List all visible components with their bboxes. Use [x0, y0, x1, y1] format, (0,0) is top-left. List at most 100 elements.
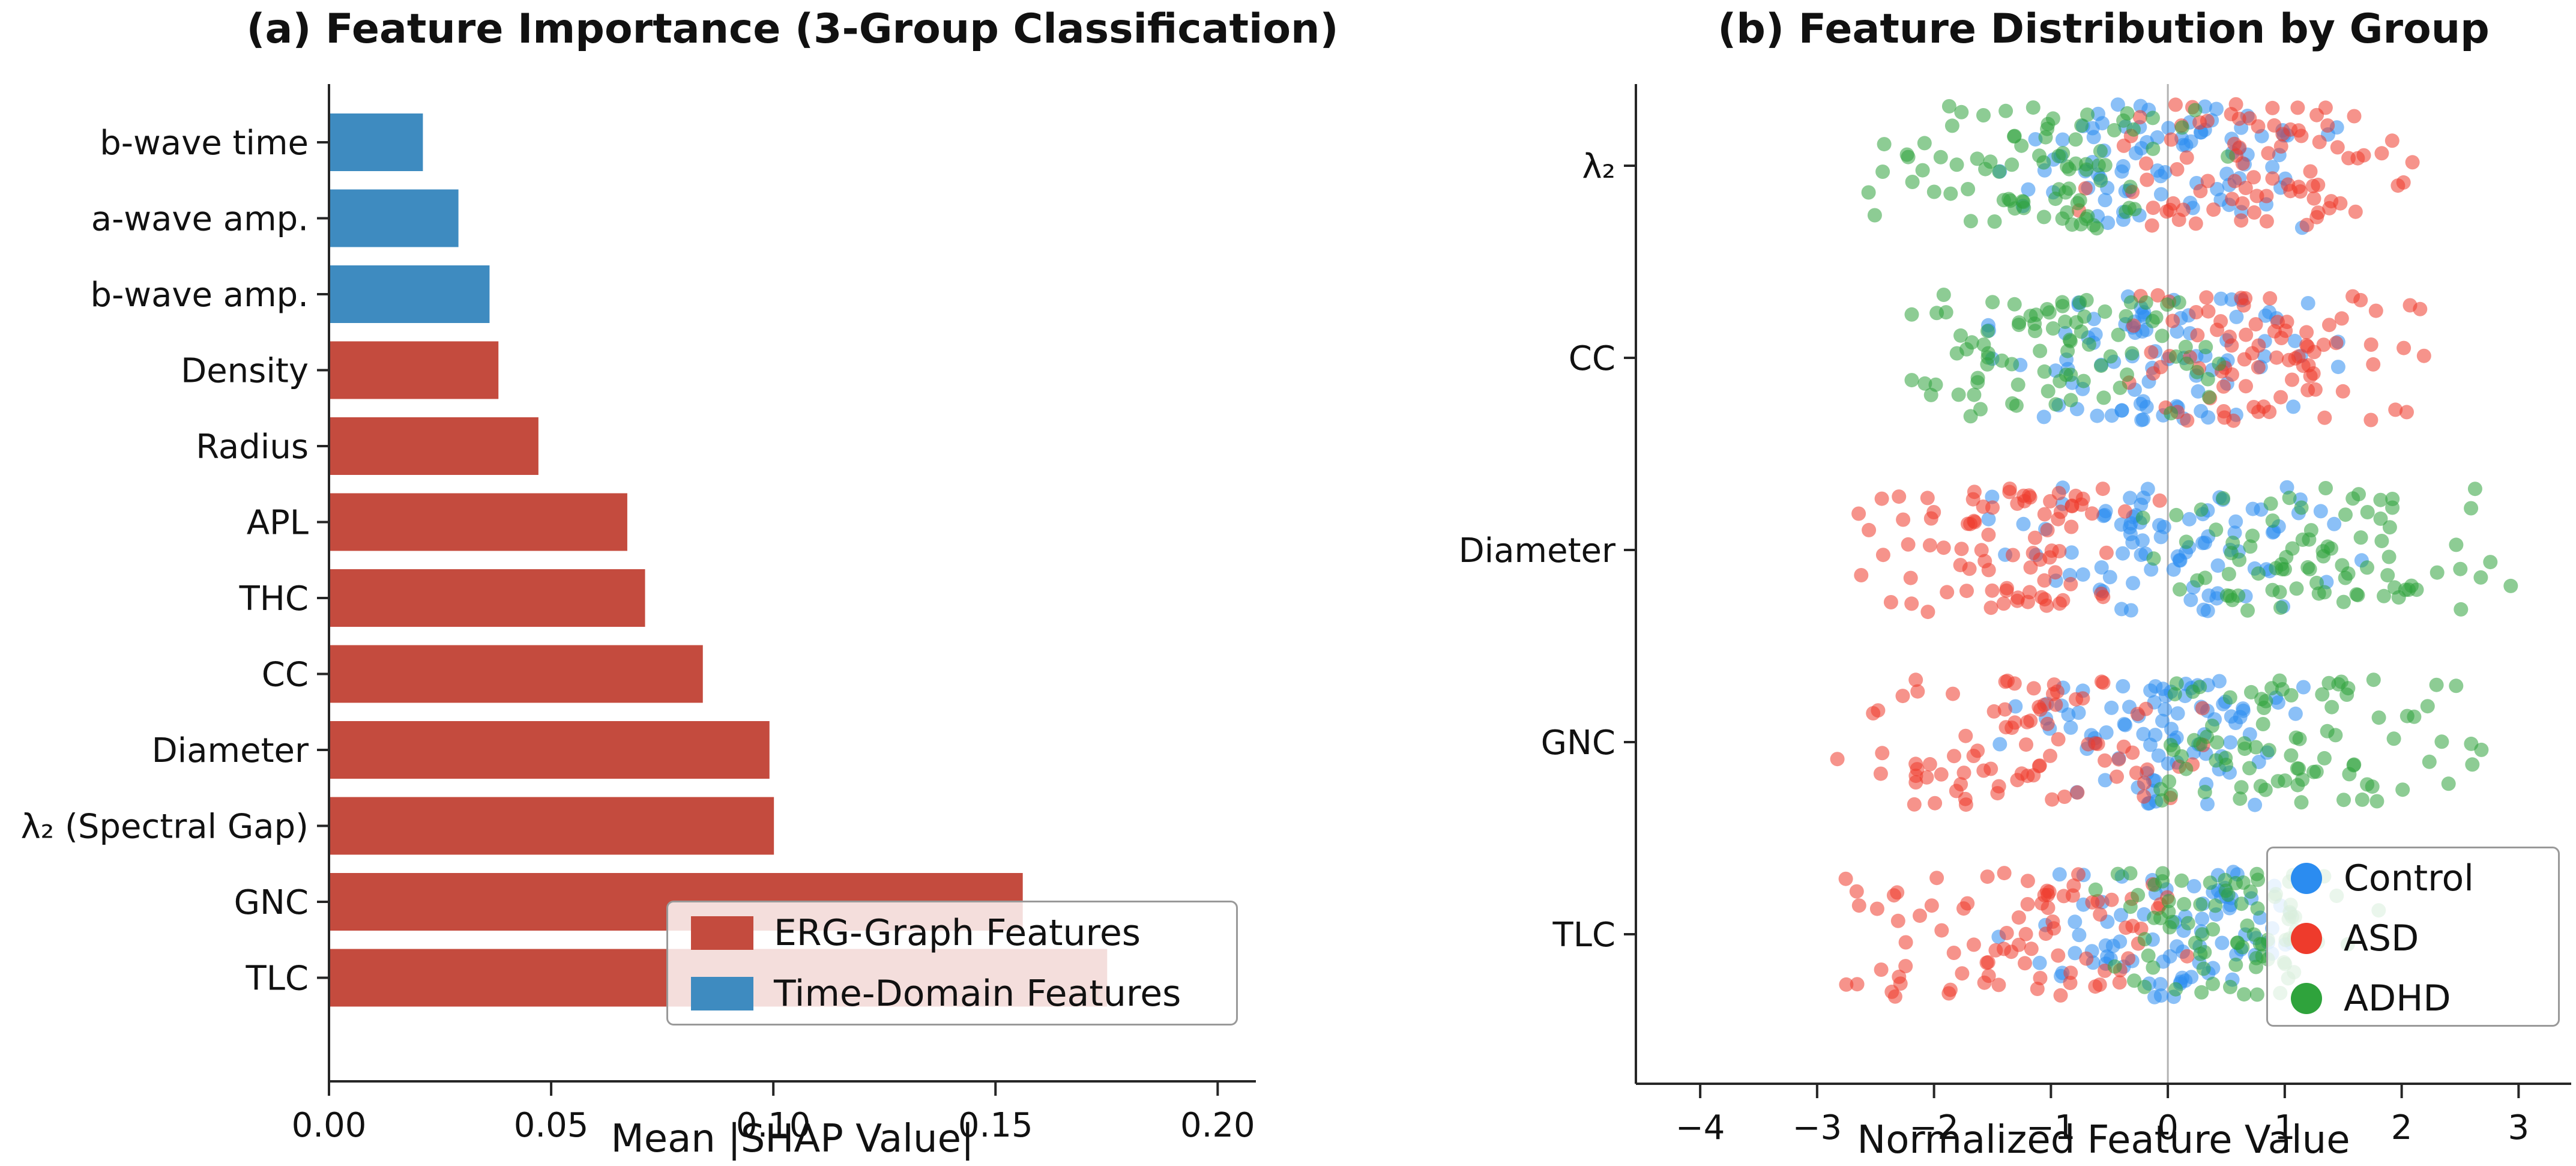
dot-Control — [1992, 737, 2007, 752]
dot-ADHD — [2065, 217, 2080, 232]
dot-ASD — [2245, 346, 2260, 361]
dot-ADHD — [2093, 173, 2108, 188]
dot-ADHD — [2317, 751, 2332, 766]
y-tick-label: APL — [247, 504, 309, 543]
dot-ADHD — [1978, 162, 1993, 177]
dot-ADHD — [2119, 309, 2134, 324]
dot-ADHD — [1998, 103, 2013, 118]
dot-ADHD — [2249, 866, 2264, 881]
bar-THC — [330, 569, 645, 627]
dot-ADHD — [2240, 918, 2255, 933]
dot-ASD — [1981, 527, 1996, 542]
dot-ADHD — [2324, 699, 2339, 714]
dot-ASD — [2026, 546, 2041, 560]
dot-ASD — [2263, 291, 2278, 306]
dot-Control — [2021, 182, 2036, 197]
dot-ASD — [1904, 596, 1919, 611]
dot-Control — [2153, 977, 2168, 992]
y-tick-label: b-wave time — [100, 124, 309, 163]
dot-ADHD — [2373, 511, 2388, 526]
dot-ADHD — [2234, 780, 2249, 795]
dot-ASD — [1980, 869, 1995, 884]
dot-ADHD — [2422, 754, 2437, 769]
dot-ADHD — [2045, 111, 2060, 126]
dot-ASD — [2071, 867, 2086, 882]
dot-ASD — [2048, 565, 2063, 580]
dot-Control — [2135, 412, 2150, 427]
dot-Control — [2094, 560, 2109, 575]
dot-ADHD — [2381, 549, 2397, 564]
dot-ADHD — [2222, 690, 2237, 705]
dot-ADHD — [2292, 731, 2307, 746]
dot-ASD — [2051, 948, 2066, 963]
dot-ASD — [2247, 205, 2261, 220]
dot-ASD — [2044, 543, 2059, 558]
dot-Control — [2176, 137, 2191, 153]
dot-ADHD — [2041, 384, 2056, 399]
dot-ASD — [2405, 155, 2420, 170]
dot-ADHD — [2193, 897, 2208, 912]
dot-ASD — [2011, 910, 2026, 925]
x-tick-label: −3 — [1793, 1108, 1842, 1147]
dot-ASD — [1874, 962, 1889, 977]
dot-ADHD — [2001, 192, 2016, 207]
dot-ADHD — [2123, 899, 2138, 914]
dot-Control — [2191, 384, 2206, 399]
dot-ADHD — [2253, 779, 2268, 794]
dot-ASD — [1954, 542, 1969, 557]
dot-ASD — [2403, 298, 2418, 313]
dot-ASD — [2269, 350, 2284, 365]
dot-ASD — [1981, 968, 1996, 983]
dot-ADHD — [2369, 794, 2384, 809]
dot-ADHD — [2107, 122, 2122, 137]
dot-ASD — [2165, 313, 2180, 328]
dot-ASD — [2311, 205, 2326, 220]
dot-Control — [2110, 97, 2125, 112]
dot-Control — [2195, 911, 2210, 926]
dot-ASD — [1983, 600, 1998, 615]
dot-ASD — [2037, 507, 2052, 522]
dot-ADHD — [1980, 324, 1995, 339]
dot-ADHD — [1992, 164, 2007, 179]
dot-ASD — [1910, 684, 1925, 699]
dot-ASD — [2144, 218, 2159, 233]
dot-ADHD — [2275, 562, 2290, 577]
panel-a-xaxis-label: Mean |SHAP Value| — [611, 1117, 974, 1161]
legend-item-control: Control — [2268, 848, 2558, 908]
dot-ASD — [2021, 594, 2035, 609]
dot-ADHD — [2449, 678, 2464, 693]
dot-ADHD — [2179, 356, 2194, 371]
dot-ASD — [1936, 540, 1951, 555]
dot-ASD — [2129, 766, 2144, 781]
dot-Control — [2116, 546, 2130, 561]
dot-ADHD — [2430, 565, 2445, 580]
time-domain-swatch-icon — [691, 976, 753, 1010]
dot-ADHD — [2279, 549, 2294, 564]
dot-ADHD — [2004, 357, 2019, 372]
dot-ASD — [2032, 758, 2047, 773]
legend-item-adhd: ADHD — [2268, 968, 2558, 1029]
dot-ADHD — [2168, 982, 2183, 997]
dot-ASD — [1985, 500, 2000, 515]
dot-ASD — [1851, 898, 1866, 913]
dot-ADHD — [1929, 306, 1944, 321]
dot-ADHD — [2360, 505, 2375, 519]
dot-ADHD — [1949, 346, 1964, 361]
dot-Control — [2036, 409, 2051, 424]
dot-ADHD — [2119, 204, 2134, 219]
dot-ADHD — [2233, 791, 2248, 806]
dot-ADHD — [2290, 778, 2305, 793]
dot-ASD — [2040, 523, 2055, 537]
dot-ASD — [1962, 561, 1977, 576]
dot-ASD — [2043, 494, 2058, 509]
dot-ASD — [1967, 485, 1982, 500]
dot-ADHD — [2137, 932, 2152, 947]
dot-ADHD — [2091, 158, 2106, 173]
dot-ADHD — [2162, 920, 2177, 935]
x-tick-label: 0.00 — [292, 1106, 367, 1145]
dot-ADHD — [2032, 148, 2047, 163]
dot-ASD — [2018, 956, 2032, 971]
dot-ADHD — [2168, 349, 2183, 364]
dot-ASD — [2084, 506, 2099, 521]
dot-ASD — [2301, 358, 2316, 373]
